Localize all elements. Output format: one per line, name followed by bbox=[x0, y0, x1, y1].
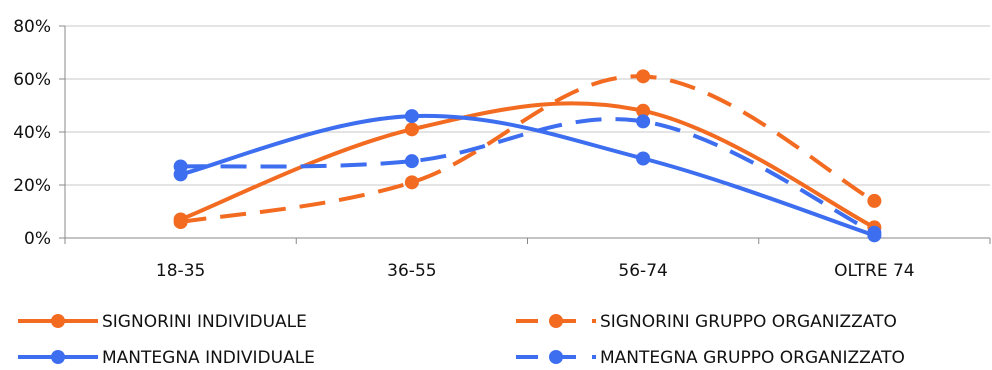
x-tick-label: OLTRE 74 bbox=[834, 261, 914, 281]
legend-label: SIGNORINI INDIVIDUALE bbox=[102, 312, 307, 332]
data-point-signorini-gruppo-organizzato bbox=[404, 175, 419, 190]
data-point-signorini-gruppo-organizzato bbox=[636, 69, 651, 84]
data-point-mantegna-gruppo-organizzato bbox=[636, 114, 651, 129]
series-line-signorini-gruppo-organizzato bbox=[180, 74, 876, 225]
y-tick-label: 60% bbox=[13, 70, 51, 90]
plot-series bbox=[173, 69, 882, 243]
legend-label: MANTEGNA INDIVIDUALE bbox=[102, 348, 315, 368]
data-point-mantegna-individuale bbox=[636, 151, 651, 166]
legend-swatch-marker bbox=[549, 350, 563, 364]
series-line-mantegna-gruppo-organizzato bbox=[180, 117, 876, 235]
data-point-signorini-individuale bbox=[636, 103, 651, 118]
legend-label: MANTEGNA GRUPPO ORGANIZZATO bbox=[600, 348, 905, 368]
legend-item: SIGNORINI GRUPPO ORGANIZZATO bbox=[516, 312, 897, 332]
x-tick-label: 36-55 bbox=[387, 261, 436, 281]
y-tick-label: 0% bbox=[24, 229, 51, 249]
data-point-signorini-gruppo-organizzato bbox=[173, 215, 188, 230]
y-tick-label: 80% bbox=[13, 17, 51, 37]
data-point-mantegna-individuale bbox=[404, 109, 419, 124]
legend-swatch-marker bbox=[51, 350, 65, 364]
y-tick-label: 20% bbox=[13, 176, 51, 196]
legend-swatch-marker bbox=[51, 314, 65, 328]
tick-labels: 0% 20% 40% 60% 80% 18-35 36-55 56-74 OLTRE 74 bbox=[13, 17, 914, 281]
data-point-mantegna-gruppo-organizzato bbox=[867, 225, 882, 240]
y-grid bbox=[65, 25, 990, 186]
data-point-signorini-gruppo-organizzato bbox=[867, 193, 882, 208]
series-line-mantegna-individuale bbox=[180, 113, 876, 238]
legend-swatch-marker bbox=[549, 314, 563, 328]
series-line-signorini-individuale bbox=[179, 101, 876, 230]
data-point-signorini-individuale bbox=[404, 122, 419, 137]
x-tick-label: 18-35 bbox=[156, 261, 205, 281]
data-point-mantegna-gruppo-organizzato bbox=[404, 154, 419, 169]
x-tick-label: 56-74 bbox=[618, 261, 667, 281]
legend-item: MANTEGNA GRUPPO ORGANIZZATO bbox=[516, 348, 905, 368]
legend-label: SIGNORINI GRUPPO ORGANIZZATO bbox=[600, 312, 897, 332]
y-tick-label: 40% bbox=[13, 123, 51, 143]
legend: SIGNORINI INDIVIDUALE SIGNORINI GRUPPO OR… bbox=[18, 312, 905, 368]
legend-item: MANTEGNA INDIVIDUALE bbox=[18, 348, 315, 368]
legend-item: SIGNORINI INDIVIDUALE bbox=[18, 312, 307, 332]
axes bbox=[59, 25, 991, 244]
data-point-mantegna-gruppo-organizzato bbox=[173, 159, 188, 174]
